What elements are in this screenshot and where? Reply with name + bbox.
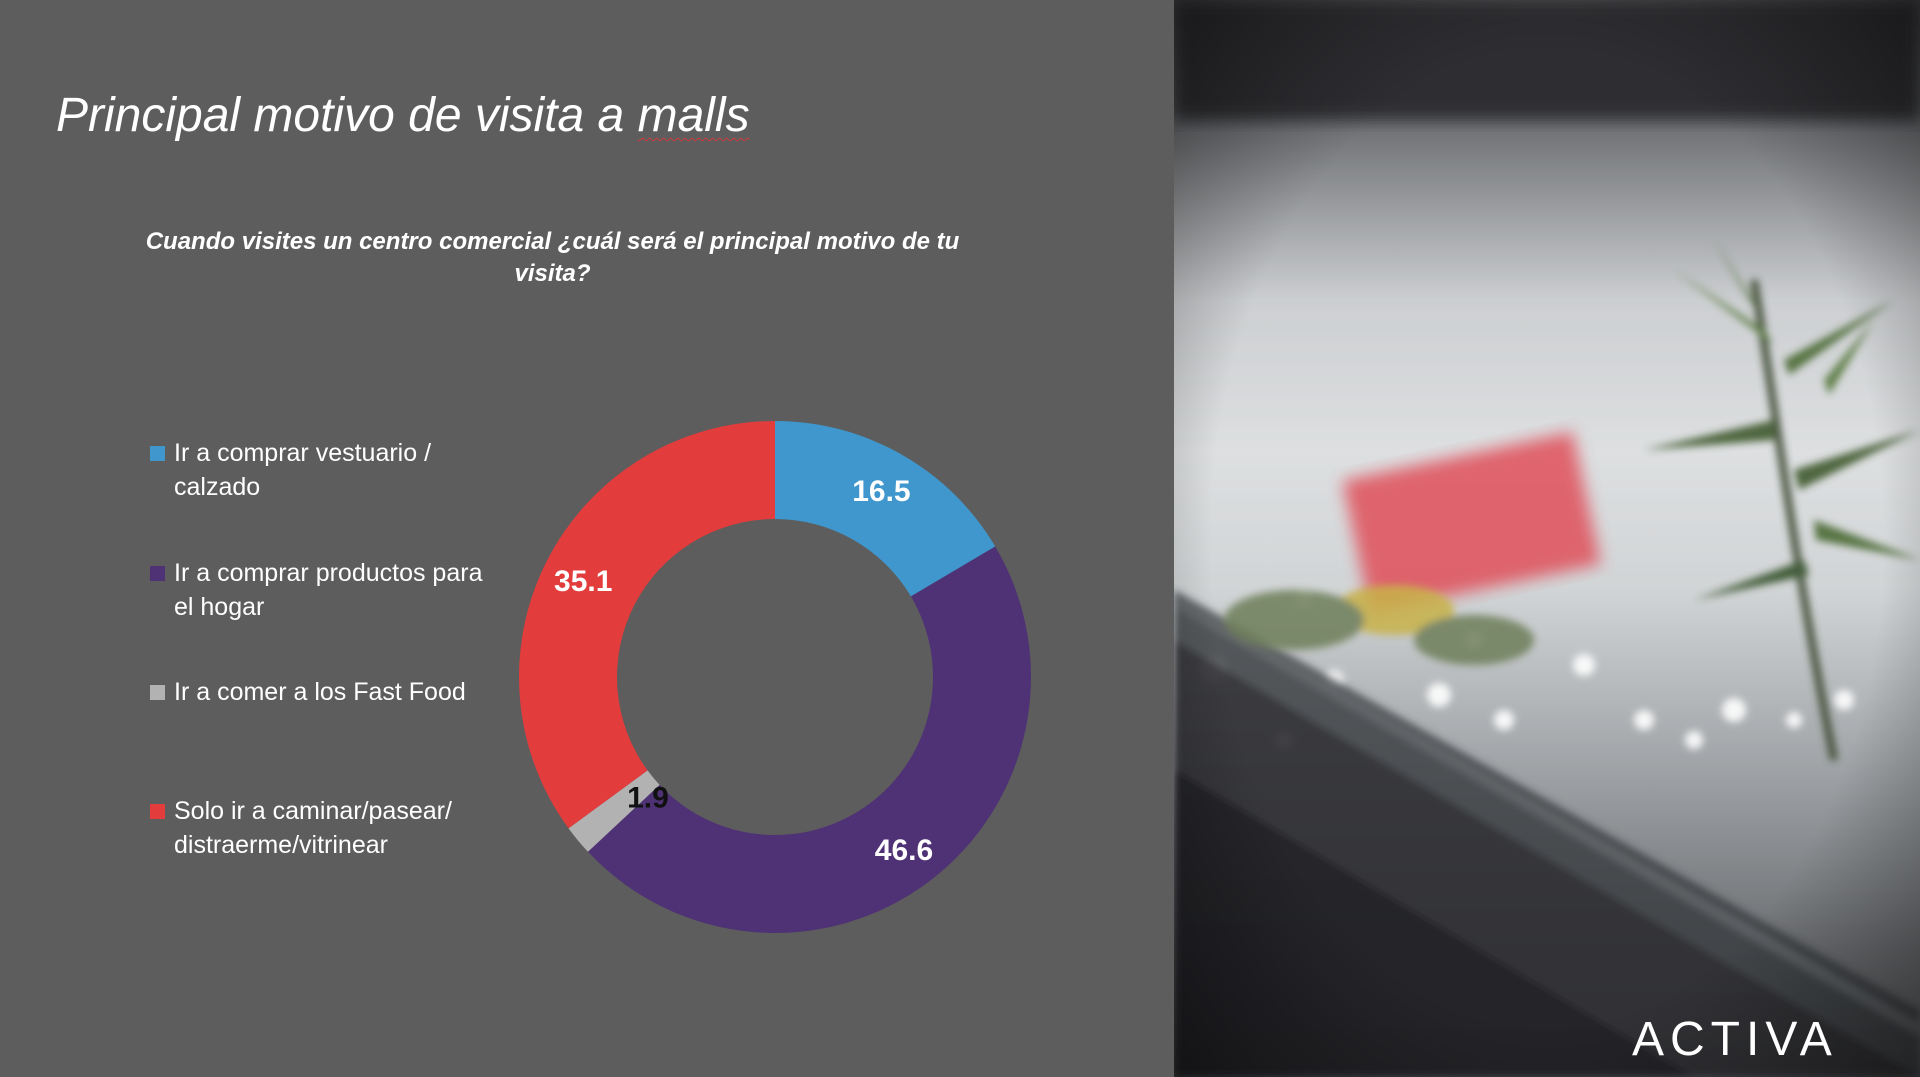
title-underlined-word: malls [637, 89, 750, 142]
legend-label: Ir a comprar productos para el hogar [174, 559, 483, 621]
donut-slice [519, 421, 775, 829]
legend-swatch [150, 446, 165, 461]
legend-item: Solo ir a caminar/pasear/ distraerme/vit… [150, 794, 484, 862]
donut-slice [587, 546, 1031, 933]
legend-label: Ir a comer a los Fast Food [174, 678, 466, 706]
legend-item: Ir a comer a los Fast Food [150, 675, 484, 709]
photo-illustration [1174, 0, 1920, 1077]
legend-swatch [150, 804, 165, 819]
donut-chart: 16.5 46.6 1.9 35.1 [519, 421, 1031, 933]
slice-value-label: 1.9 [627, 782, 669, 815]
survey-question: Cuando visites un centro comercial ¿cuál… [145, 228, 960, 287]
slice-value-label: 46.6 [875, 834, 933, 867]
legend-swatch [150, 566, 165, 581]
activa-logo: ACTIVA [1632, 1013, 1838, 1066]
legend-swatch [150, 685, 165, 700]
slice-value-label: 16.5 [852, 475, 910, 508]
legend-label: Solo ir a caminar/pasear/ distraerme/vit… [174, 797, 452, 859]
donut-slice [775, 421, 996, 597]
slide-title: Principal motivo de visita a malls [56, 88, 750, 143]
legend-item: Ir a comprar productos para el hogar [150, 556, 484, 624]
title-text: Principal motivo de visita a [56, 89, 638, 142]
legend-item: Ir a comprar vestuario / calzado [150, 436, 484, 504]
slice-value-label: 35.1 [554, 565, 612, 598]
donut-slice [568, 770, 660, 852]
legend-label: Ir a comprar vestuario / calzado [174, 439, 432, 501]
mall-photo [1174, 0, 1920, 1077]
